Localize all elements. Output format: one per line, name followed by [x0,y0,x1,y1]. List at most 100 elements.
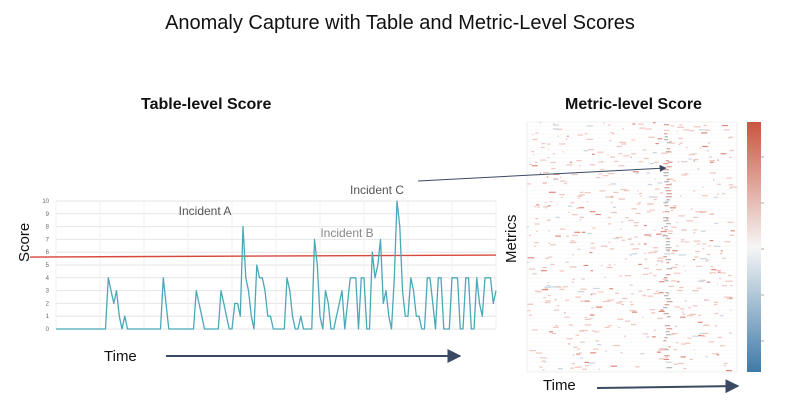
heatmap-cell [544,286,551,288]
heatmap-cell [660,231,667,233]
heatmap-cell [610,132,613,134]
table-level-score-title: Table-level Score [141,96,272,113]
heatmap-cell [532,138,538,141]
heatmap-cell [717,336,722,338]
heatmap-cell [639,195,642,197]
heatmap-cell [727,221,734,223]
heatmap-cell [562,286,568,288]
heatmap-cell [619,275,622,277]
heatmap-cell [584,361,589,363]
heatmap-cell [625,320,631,322]
heatmap-cell [729,332,732,334]
heatmap-cell [573,346,578,348]
time-arrow-right [596,379,740,394]
heatmap-cell [714,222,719,225]
heatmap-cell [559,270,565,272]
heatmap-cell [532,329,538,331]
heatmap-cell [690,208,693,210]
heatmap-cell [607,216,611,218]
heatmap-cell [681,287,684,289]
heatmap-cell [663,307,668,309]
heatmap-cell [668,178,674,180]
heatmap-cell [644,224,647,227]
heatmap-cell [704,324,710,326]
heatmap-cell [664,205,669,207]
heatmap-cell [654,293,656,295]
heatmap-cell [698,333,705,335]
heatmap-cell [574,366,579,368]
heatmap-cell [660,309,664,311]
heatmap-cell [697,280,705,282]
heatmap-cell [582,368,587,370]
heatmap-cell [584,324,592,326]
heatmap-cell [544,288,548,290]
heatmap-cell [632,171,639,173]
heatmap-cell [576,160,582,162]
metric-level-score-heatmap [526,121,764,373]
heatmap-cell [705,260,708,262]
heatmap-cell [675,264,679,266]
heatmap-cell [619,228,622,230]
heatmap-cell [634,236,638,238]
heatmap-cell [688,154,695,156]
heatmap-cell [666,178,670,181]
heatmap-cell [711,160,715,162]
heatmap-cell [542,182,547,184]
heatmap-cell [543,297,547,299]
heatmap-cell [729,234,734,236]
heatmap-cell [678,143,681,145]
heatmap-cell [680,343,686,345]
heatmap-cell [728,137,731,139]
heatmap-cell [574,231,581,233]
heatmap-cell [636,172,639,174]
y-tick-label: 10 [42,199,49,205]
heatmap-cell [575,334,580,336]
heatmap-cell [605,350,607,352]
heatmap-cell [571,363,575,365]
heatmap-cell [670,252,675,254]
heatmap-cell [722,257,726,259]
heatmap-cell [663,163,669,165]
heatmap-cell [666,268,673,270]
heatmap-cell [545,300,551,302]
heatmap-cell [679,124,683,126]
heatmap-cell [534,242,539,244]
heatmap-cell [723,129,730,131]
heatmap-cell [685,342,691,344]
heatmap-cell [631,293,634,295]
heatmap-cell [673,349,677,351]
heatmap-cell [698,314,702,316]
heatmap-cell [581,278,585,280]
heatmap-cell [576,353,580,355]
heatmap-cell [542,182,547,185]
heatmap-cell [618,198,626,200]
heatmap-cell [636,203,641,205]
heatmap-cell [714,303,718,306]
heatmap-cell [527,257,534,259]
heatmap-cell [649,209,655,211]
heatmap-cell [693,232,696,234]
heatmap-cell [536,204,540,206]
heatmap-cell [666,218,669,220]
heatmap-cell [564,312,566,314]
heatmap-cell [647,183,653,186]
heatmap-cell [545,207,547,209]
heatmap-cell [692,153,697,155]
heatmap-cell [537,291,542,293]
heatmap-cell [529,268,536,270]
heatmap-cell [727,298,732,300]
heatmap-cell [638,202,641,204]
heatmap-cell [660,348,667,350]
heatmap-cell [664,349,669,351]
heatmap-cell [647,252,652,254]
heatmap-cell [666,166,672,168]
heatmap-cell [644,258,648,260]
heatmap-cell [651,312,656,314]
heatmap-cell [588,318,591,320]
heatmap-cell [674,306,680,308]
heatmap-cell [619,141,625,143]
heatmap-cell [693,159,698,161]
heatmap-cell [548,191,556,193]
heatmap-cell [608,223,612,225]
heatmap-cell [676,245,679,247]
